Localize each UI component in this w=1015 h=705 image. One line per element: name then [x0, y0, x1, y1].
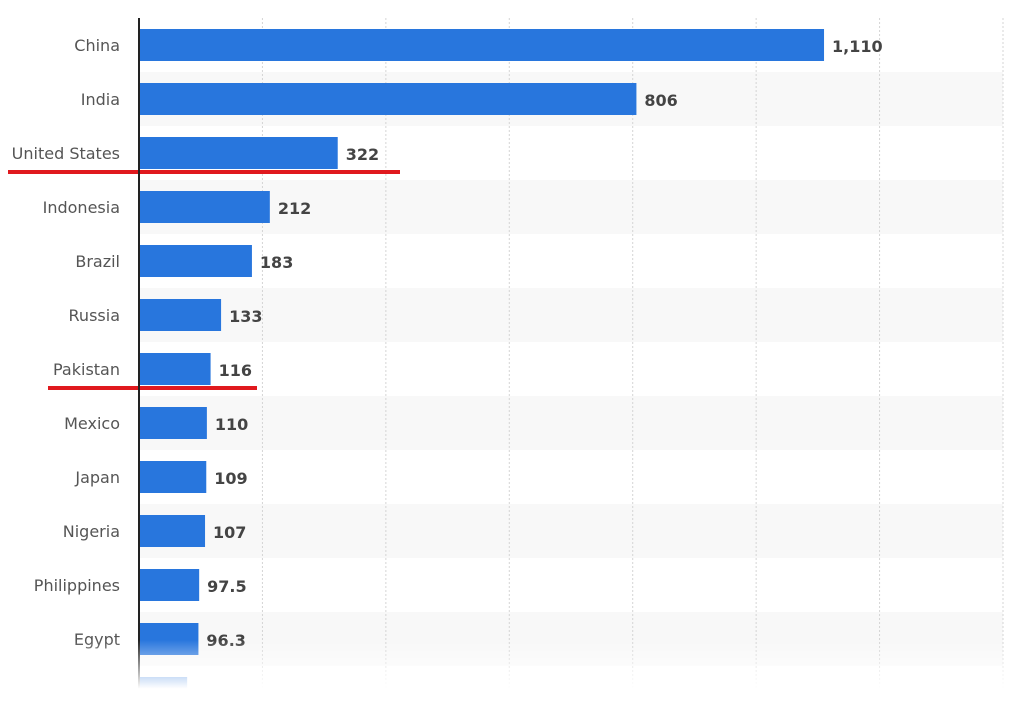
category-label: Pakistan [53, 360, 120, 379]
value-label: 97.5 [207, 577, 246, 596]
row-band [139, 612, 1003, 666]
category-label: India [81, 90, 120, 109]
category-label: Indonesia [43, 198, 120, 217]
value-label: 1,110 [832, 37, 883, 56]
bar-brazil [139, 245, 252, 277]
value-label: 212 [278, 199, 311, 218]
value-label: 107 [213, 523, 246, 542]
bar-china [139, 29, 825, 61]
bar-indonesia [139, 191, 270, 223]
bar-philippines [139, 569, 200, 601]
bar-partially-hidden [139, 677, 188, 705]
bar-pakistan [139, 353, 211, 385]
category-label: Japan [74, 468, 120, 487]
bar-nigeria [139, 515, 206, 547]
category-label: China [74, 36, 120, 55]
row-band [139, 288, 1003, 342]
bar-united-states [139, 137, 338, 169]
category-label: Mexico [64, 414, 120, 433]
category-label: Russia [69, 306, 120, 325]
category-label: Nigeria [63, 522, 120, 541]
category-label: United States [12, 144, 120, 163]
value-label: 322 [346, 145, 379, 164]
bar-egypt [139, 623, 199, 655]
row-band [139, 504, 1003, 558]
value-label: 806 [644, 91, 677, 110]
bar-mexico [139, 407, 207, 439]
bar-russia [139, 299, 222, 331]
value-label: 183 [260, 253, 293, 272]
value-label: 116 [219, 361, 252, 380]
row-band [139, 180, 1003, 234]
value-label: 96.3 [206, 631, 245, 650]
bar-india [139, 83, 637, 115]
category-label: Brazil [75, 252, 120, 271]
row-band [139, 396, 1003, 450]
category-label: Egypt [74, 630, 120, 649]
category-label: Philippines [34, 576, 120, 595]
value-label: 110 [215, 415, 248, 434]
value-label: 109 [214, 469, 247, 488]
bar-japan [139, 461, 207, 493]
value-label: 133 [229, 307, 262, 326]
